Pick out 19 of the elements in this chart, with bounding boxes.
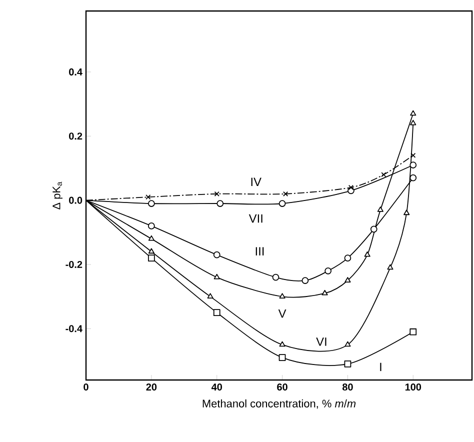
series-label: VII — [248, 214, 262, 223]
x-axis-title: Methanol concentration, % m/m — [202, 399, 356, 409]
x-tick-label: 60 — [277, 384, 288, 391]
series-label: V — [278, 309, 286, 318]
series-label: IV — [251, 178, 262, 186]
x-tick-label: 20 — [146, 384, 157, 391]
y-axis-title: Δ pK$_{a}$ — [52, 182, 62, 210]
y-tick-label: 0.2 — [69, 132, 82, 140]
series-label: I — [380, 362, 382, 372]
series-label: III — [256, 247, 264, 256]
y-tick-label: 0.0 — [69, 196, 82, 204]
x-tick-label: 40 — [211, 384, 222, 391]
y-tick-label: 0.4 — [69, 68, 82, 76]
x-tick-label: 0 — [84, 384, 88, 391]
y-tick-label: -0.2 — [66, 260, 82, 268]
x-tick-label: 100 — [405, 384, 422, 391]
series-label: VI — [316, 338, 326, 346]
x-tick-label: 80 — [342, 384, 353, 391]
y-tick-label: -0.4 — [66, 325, 82, 332]
